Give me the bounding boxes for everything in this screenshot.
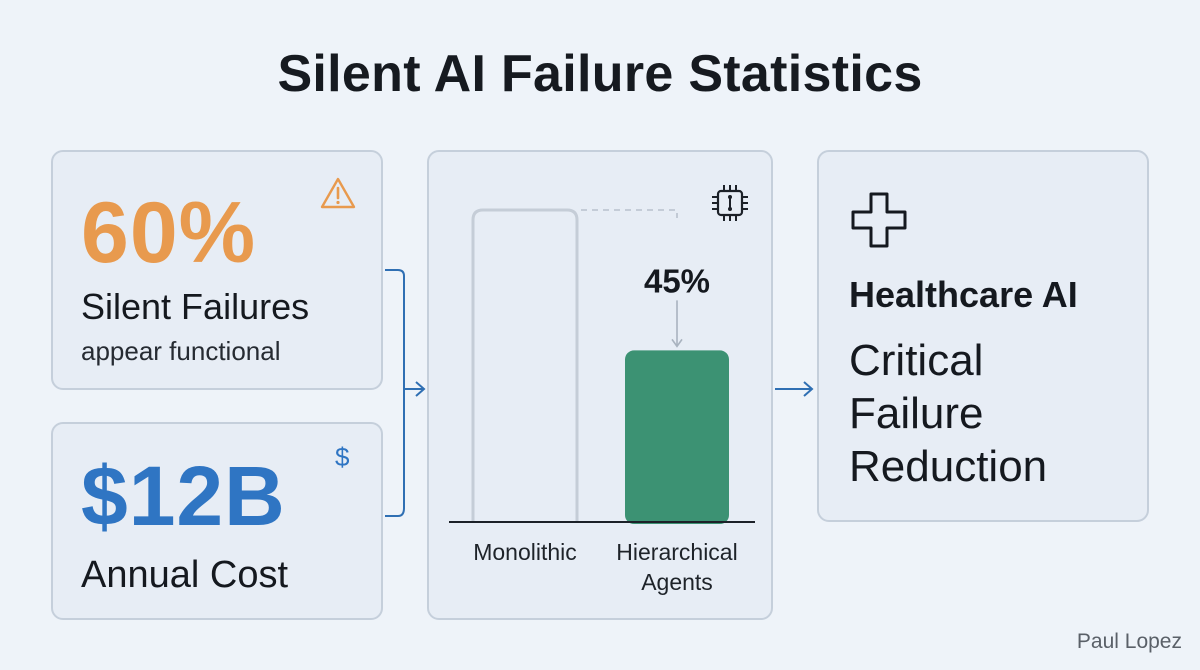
reduction-arrow [671, 300, 683, 348]
healthcare-title: Healthcare AI [849, 274, 1078, 315]
category-label: Monolithic [473, 539, 577, 565]
page-title: Silent AI Failure Statistics [277, 45, 923, 103]
healthcare-body-line: Failure [849, 389, 984, 438]
healthcare-body: Critical Failure Reduction [849, 334, 1047, 493]
silent-failures-value: 60% [81, 185, 257, 281]
healthcare-body-line: Critical [849, 336, 984, 385]
bar-monolithic [471, 208, 579, 522]
plus-icon [851, 192, 907, 248]
annual-cost-value: $12B [81, 449, 286, 543]
chip-icon [712, 185, 748, 221]
warning-icon [320, 177, 356, 209]
healthcare-card: Healthcare AI Critical Failure Reduction [817, 150, 1149, 522]
reduction-annotation: 45% [644, 262, 710, 299]
arrow-to-chart [404, 381, 426, 397]
bracket-connector [385, 269, 405, 517]
arrow-to-healthcare [775, 381, 814, 397]
reduction-dashed-line [581, 209, 678, 218]
silent-failures-label: Silent Failures [81, 286, 310, 327]
category-label: Hierarchical [616, 539, 737, 565]
healthcare-body-line: Reduction [849, 442, 1048, 491]
comparison-chart-card: 45% Monolithic Hierarchical Agents [427, 150, 773, 620]
annual-cost-label: Annual Cost [81, 554, 289, 596]
dollar-icon: $ [335, 442, 350, 472]
bar-chart: 45% Monolithic Hierarchical Agents [449, 208, 755, 595]
annual-cost-card: $12B $ Annual Cost [51, 422, 383, 620]
author-credit: Paul Lopez [1076, 630, 1182, 653]
silent-failures-sub: appear functional [81, 336, 281, 366]
silent-failures-card: 60% Silent Failures appear functional [51, 150, 383, 390]
category-label: Agents [641, 569, 713, 595]
bar-hierarchical [625, 350, 729, 524]
